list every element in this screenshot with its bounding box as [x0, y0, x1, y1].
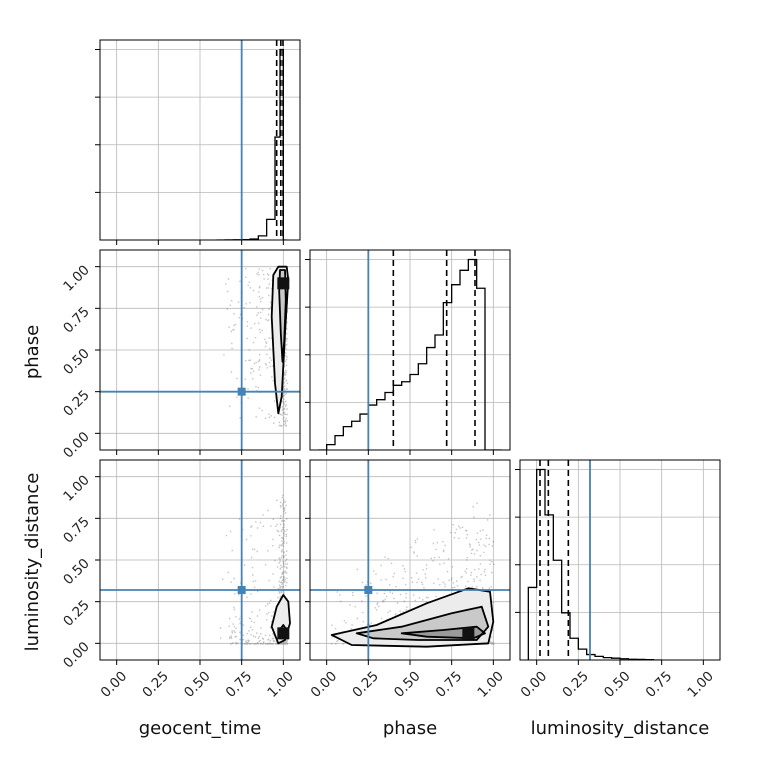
x-tick-label: 1.00 — [474, 668, 507, 701]
y-tick-label: 0.50 — [60, 346, 93, 379]
x-tick-label: 1.00 — [684, 668, 717, 701]
panel-geocent-time-vs-phase: 0.00 0.25 0.50 0.75 1.00 — [60, 249, 301, 462]
panel-phase-vs-luminosity-distance: 0.00 0.25 0.50 0.75 1.00 — [305, 459, 511, 701]
contour-line — [278, 269, 287, 363]
density-peak — [277, 277, 290, 290]
x-tick-label: 0.00 — [98, 668, 131, 701]
panel-content — [100, 40, 300, 240]
y-tick-label: 0.75 — [60, 304, 93, 337]
panel-geocent-time-vs-luminosity-distance: 0.00 0.25 0.50 0.75 1.000.000.250.500.751.00 — [60, 459, 301, 701]
contour-line — [330, 587, 495, 648]
panel-content — [100, 250, 300, 450]
y-tick-label: 1.00 — [60, 262, 93, 295]
y-tick-label: 0.75 — [60, 514, 93, 547]
x-tick-label: 0.25 — [559, 668, 592, 701]
y-tick-label: 1.00 — [60, 472, 93, 505]
x-tick-label: 0.75 — [643, 668, 676, 701]
density-peak — [277, 627, 290, 640]
ylabel-luminosity-distance: luminosity_distance — [22, 473, 43, 652]
panel-content — [310, 460, 510, 660]
x-tick-label: 1.00 — [264, 668, 297, 701]
x-tick-label: 0.00 — [518, 668, 551, 701]
y-tick-label: 0.50 — [60, 556, 93, 589]
panel-geocent-time-hist — [95, 39, 301, 245]
x-tick-label: 0.50 — [391, 668, 424, 701]
histogram-phase — [318, 258, 502, 450]
x-tick-label: 0.75 — [433, 668, 466, 701]
density-peak — [462, 627, 475, 640]
panel-content — [100, 460, 300, 660]
x-tick-label: 0.25 — [139, 668, 172, 701]
x-tick-label: 0.00 — [308, 668, 341, 701]
y-tick-label: 0.25 — [60, 597, 93, 630]
contour-line — [355, 605, 490, 641]
x-tick-label: 0.25 — [349, 668, 382, 701]
truth-marker — [364, 586, 373, 594]
xlabel-phase: phase — [383, 718, 437, 739]
truth-marker — [237, 586, 246, 594]
y-tick-label: 0.00 — [60, 429, 93, 462]
panel-content — [310, 250, 510, 450]
panel-luminosity-distance-hist: 0.00 0.25 0.50 0.75 1.00 — [515, 459, 721, 701]
contour-line — [270, 594, 291, 645]
x-tick-label: 0.75 — [223, 668, 256, 701]
x-tick-label: 0.50 — [181, 668, 214, 701]
truth-marker — [237, 387, 246, 396]
xlabel-geocent-time: geocent_time — [139, 718, 262, 739]
contour-line — [400, 625, 486, 640]
x-tick-label: 0.50 — [601, 668, 634, 701]
contour-line — [270, 265, 290, 415]
scatter-samples — [331, 502, 495, 645]
panel-phase-hist — [305, 249, 511, 455]
xlabel-luminosity-distance: luminosity_distance — [531, 718, 710, 739]
y-tick-label: 0.25 — [60, 387, 93, 420]
ylabel-phase: phase — [22, 325, 43, 379]
panel-content — [520, 460, 720, 660]
y-tick-label: 0.00 — [60, 639, 93, 672]
